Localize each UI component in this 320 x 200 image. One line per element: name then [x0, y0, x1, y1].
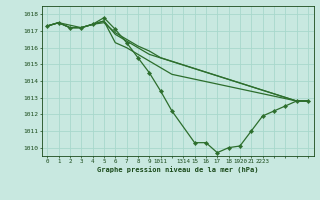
X-axis label: Graphe pression niveau de la mer (hPa): Graphe pression niveau de la mer (hPa): [97, 166, 258, 173]
